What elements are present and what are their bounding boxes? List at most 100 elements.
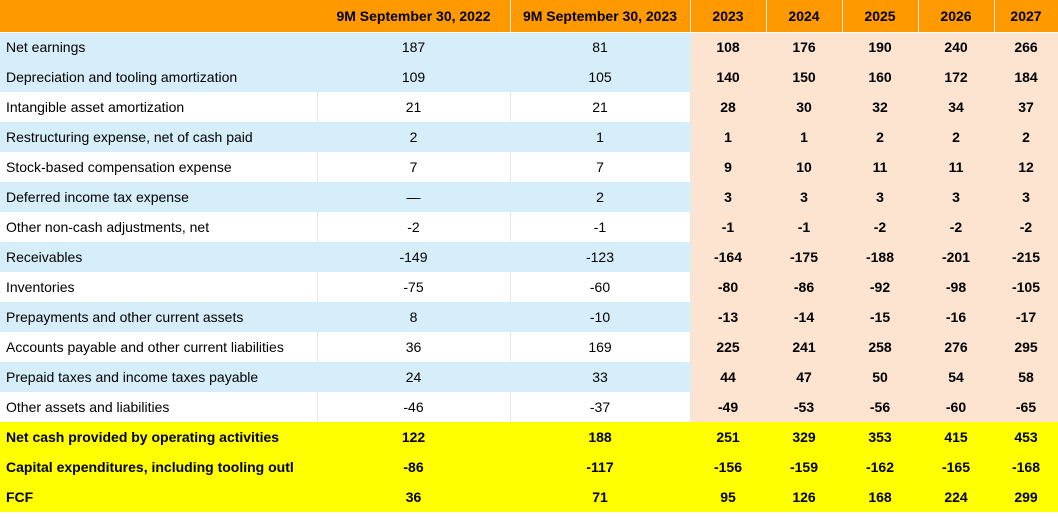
table-row: Depreciation and tooling amortization 109…: [0, 62, 1058, 92]
header-row: 9M September 30, 2022 9M September 30, 2…: [0, 0, 1058, 33]
value-9m-2022: —: [317, 182, 511, 212]
projection-2026: -98: [918, 272, 995, 302]
projection-2027: 12: [994, 152, 1058, 182]
projection-2027: -2: [994, 212, 1058, 242]
row-label: Net earnings: [0, 32, 318, 62]
projection-2024: 47: [766, 362, 843, 392]
value-9m-2023: 169: [510, 332, 691, 362]
projection-2025: 32: [842, 92, 919, 122]
projection-2024: -175: [766, 242, 843, 272]
row-label: Prepaid taxes and income taxes payable: [0, 362, 318, 392]
projection-2023: 95: [690, 482, 767, 512]
projection-2023: -164: [690, 242, 767, 272]
projection-2023: -13: [690, 302, 767, 332]
projection-2025: 190: [842, 32, 919, 62]
table-row: Stock-based compensation expense 7 7 9 10 11 1…: [0, 152, 1058, 182]
projection-2027: 299: [994, 482, 1058, 512]
projection-2025: 353: [842, 422, 919, 452]
table-row: Other assets and liabilities -46 -37 -49 -53…: [0, 392, 1058, 422]
value-9m-2023: -1: [510, 212, 691, 242]
projection-2027: 2: [994, 122, 1058, 152]
table-row: Other non-cash adjustments, net -2 -1 -1 -1-…: [0, 212, 1058, 242]
table-row: Receivables -149 -123 -164 -175 -188 -201 -215: [0, 242, 1058, 272]
value-9m-2022: 122: [317, 422, 511, 452]
projection-2027: -168: [994, 452, 1058, 482]
projection-2026: 3: [918, 182, 995, 212]
row-label: Restructuring expense, net of cash paid: [0, 122, 318, 152]
projection-2027: 295: [994, 332, 1058, 362]
projection-2025: 168: [842, 482, 919, 512]
row-label: Deferred income tax expense: [0, 182, 318, 212]
value-9m-2023: 33: [510, 362, 691, 392]
projection-2024: 3: [766, 182, 843, 212]
projection-2026: -165: [918, 452, 995, 482]
projection-2023: 251: [690, 422, 767, 452]
value-9m-2022: -2: [317, 212, 511, 242]
projection-2023: -80: [690, 272, 767, 302]
projection-2024: 241: [766, 332, 843, 362]
value-9m-2023: 1: [510, 122, 691, 152]
value-9m-2022: 7: [317, 152, 511, 182]
value-9m-2022: 8: [317, 302, 511, 332]
projection-2024: 30: [766, 92, 843, 122]
value-9m-2023: -37: [510, 392, 691, 422]
projection-2024: 329: [766, 422, 843, 452]
projection-2023: 3: [690, 182, 767, 212]
projection-2027: 37: [994, 92, 1058, 122]
projection-2026: -2: [918, 212, 995, 242]
value-9m-2022: -46: [317, 392, 511, 422]
projection-2026: 2: [918, 122, 995, 152]
projection-2025: 3: [842, 182, 919, 212]
table-row: Net cash provided by operating activitie…: [0, 422, 1058, 452]
projection-2023: 108: [690, 32, 767, 62]
table-row: Deferred income tax expense —2 3 3 3 3 3: [0, 182, 1058, 212]
projection-2024: -86: [766, 272, 843, 302]
table-row: Prepaid taxes and income taxes payable 24…: [0, 362, 1058, 392]
projection-2023: 140: [690, 62, 767, 92]
row-label: Receivables: [0, 242, 318, 272]
value-9m-2023: 7: [510, 152, 691, 182]
projection-2026: -201: [918, 242, 995, 272]
projection-2024: 10: [766, 152, 843, 182]
projection-2023: -1: [690, 212, 767, 242]
header-2024: 2024: [766, 0, 843, 33]
row-label: Other non-cash adjustments, net: [0, 212, 318, 242]
row-label: Net cash provided by operating activitie…: [0, 422, 318, 452]
projection-2024: -159: [766, 452, 843, 482]
projection-2025: -188: [842, 242, 919, 272]
projection-2025: 160: [842, 62, 919, 92]
projection-2023: 1: [690, 122, 767, 152]
projection-2023: -49: [690, 392, 767, 422]
value-9m-2022: 21: [317, 92, 511, 122]
projection-2027: 453: [994, 422, 1058, 452]
value-9m-2023: 81: [510, 32, 691, 62]
value-9m-2023: 188: [510, 422, 691, 452]
projection-2027: -215: [994, 242, 1058, 272]
projection-2026: -60: [918, 392, 995, 422]
table-row: Restructuring expense, net of cash paid 2…: [0, 122, 1058, 152]
row-label: Other assets and liabilities: [0, 392, 318, 422]
value-9m-2022: 24: [317, 362, 511, 392]
projection-2024: 150: [766, 62, 843, 92]
row-label: Inventories: [0, 272, 318, 302]
projection-2025: 258: [842, 332, 919, 362]
projection-2023: 44: [690, 362, 767, 392]
projection-2024: 1: [766, 122, 843, 152]
projection-2027: -17: [994, 302, 1058, 332]
header-2025: 2025: [842, 0, 919, 33]
value-9m-2022: 109: [317, 62, 511, 92]
row-label: Intangible asset amortization: [0, 92, 318, 122]
projection-2024: -14: [766, 302, 843, 332]
projection-2026: 224: [918, 482, 995, 512]
projection-2024: -1: [766, 212, 843, 242]
header-9m-2023: 9M September 30, 2023: [510, 0, 691, 33]
value-9m-2023: 21: [510, 92, 691, 122]
projection-2024: -53: [766, 392, 843, 422]
projection-2026: 240: [918, 32, 995, 62]
projection-2026: -16: [918, 302, 995, 332]
value-9m-2022: 187: [317, 32, 511, 62]
projection-2027: 3: [994, 182, 1058, 212]
projection-2027: 58: [994, 362, 1058, 392]
table-row: Intangible asset amortization 21 21 28 30 32 3…: [0, 92, 1058, 122]
